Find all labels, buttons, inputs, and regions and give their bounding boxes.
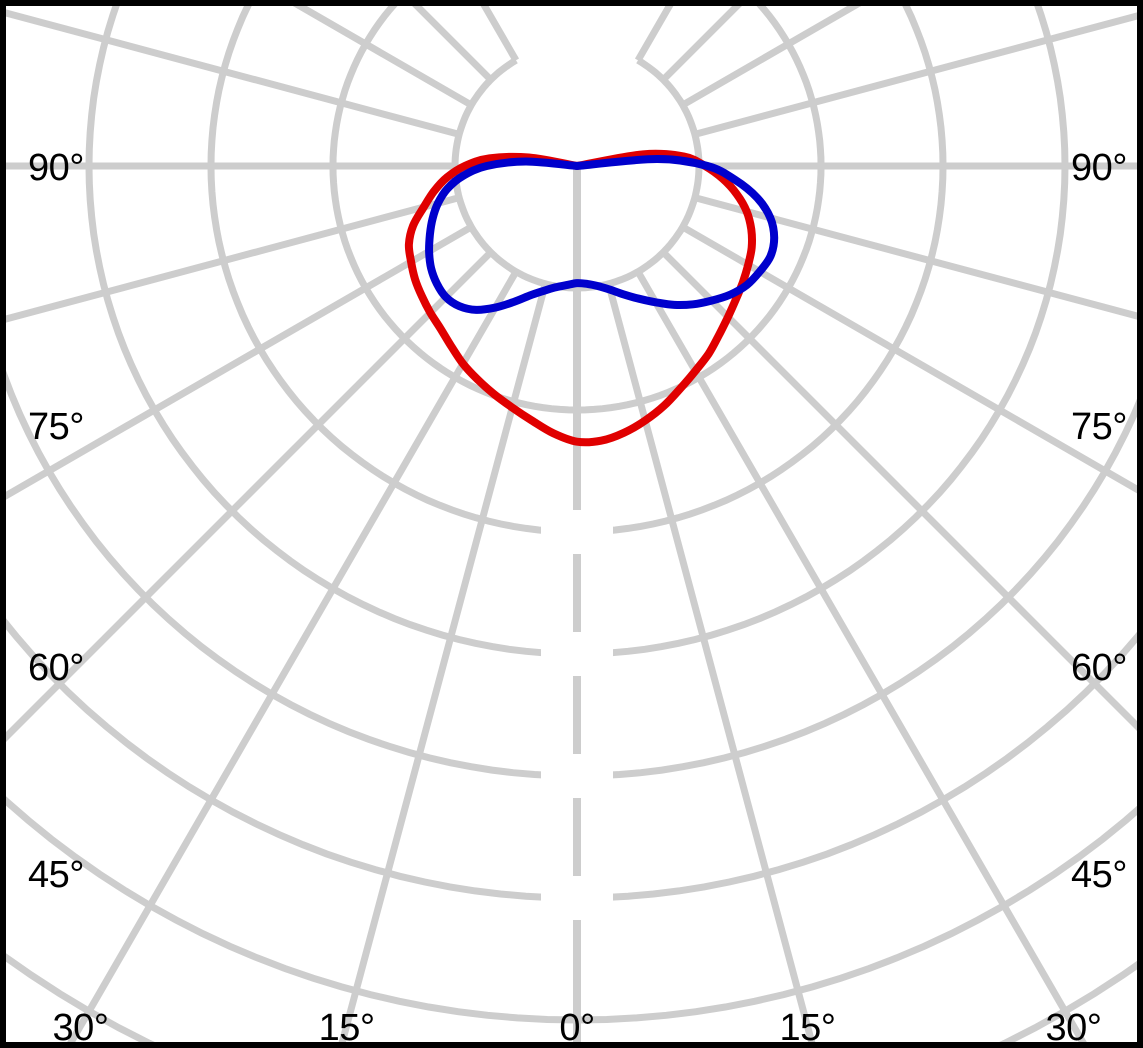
curve-c0-c180: [404, 149, 757, 447]
angle-label-right-75: 75°: [1071, 406, 1127, 448]
grid-ray: [412, 6, 494, 83]
curve-c90-c270: [425, 155, 779, 314]
grid-ray: [605, 282, 816, 1042]
polar-diagram-svg: 105°90°75°60°45°105°90°75°60°45°30°15°0°…: [6, 6, 1137, 1048]
angle-label-bottom-15-right: 15°: [779, 1007, 835, 1048]
grid-ray: [680, 223, 1137, 494]
angle-label-bottom-0: 0°: [559, 1007, 594, 1048]
grid-ray: [6, 223, 474, 500]
grid-ray: [6, 194, 461, 323]
grid-ray: [67, 269, 520, 1042]
grid-ray: [6, 9, 461, 138]
grid-ray: [660, 249, 1137, 731]
grid-ray: [634, 269, 1087, 1042]
angle-label-bottom-30-right: 30°: [1046, 1007, 1102, 1048]
grid-ray: [693, 194, 1137, 320]
angle-labels-group: 105°90°75°60°45°105°90°75°60°45°30°15°0°…: [28, 147, 1128, 1048]
grid-rays-group: [6, 6, 1137, 1042]
grid-ray: [660, 6, 742, 83]
angle-label-bottom-30-left: 30°: [52, 1007, 108, 1048]
radial-tick-label-slot: [541, 632, 613, 676]
curves-group: [404, 149, 779, 447]
angle-label-right-90: 90°: [1071, 147, 1127, 189]
angle-label-left-60: 60°: [28, 647, 84, 689]
grid-ray: [693, 12, 1137, 138]
angle-label-left-75: 75°: [28, 406, 84, 448]
grid-ray: [338, 282, 549, 1042]
angle-label-bottom-15-left: 15°: [319, 1007, 375, 1048]
angle-label-right-60: 60°: [1071, 647, 1127, 689]
angle-label-left-45: 45°: [28, 854, 84, 896]
radial-tick-label-slot: [541, 754, 613, 798]
grid-ray: [6, 249, 494, 742]
radial-tick-label-slot: [541, 876, 613, 920]
radial-label-mask-group: [541, 510, 613, 920]
angle-label-right-45: 45°: [1071, 854, 1127, 896]
radial-tick-label-slot: [541, 510, 613, 554]
angle-label-left-90: 90°: [28, 147, 84, 189]
